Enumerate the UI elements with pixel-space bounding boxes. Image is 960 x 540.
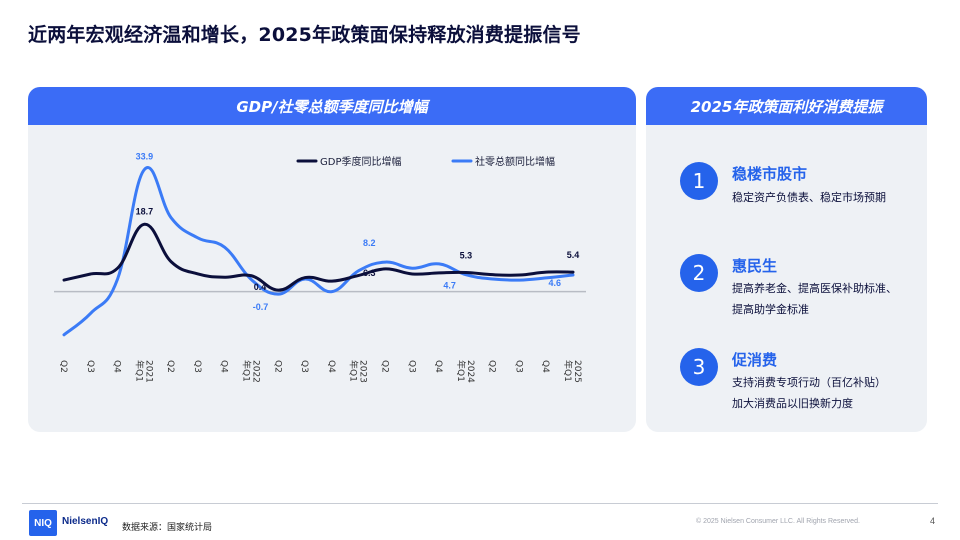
x-tick-label: Q4: [219, 360, 229, 373]
x-tick-text: 2025: [572, 360, 582, 383]
brand-name: NielsenIQ: [62, 516, 109, 527]
x-tick-text: Q4: [540, 360, 550, 373]
x-tick-text: Q3: [192, 360, 202, 373]
x-tick-text: 年Q1: [455, 360, 467, 382]
x-tick-label: Q3: [85, 360, 95, 373]
legend-retail-label: 社零总额同比增幅: [475, 155, 555, 168]
policy-item-title: 惠民生: [732, 257, 778, 275]
data-label: 18.7: [136, 206, 154, 216]
data-label: 8.2: [363, 238, 376, 248]
x-tick-label: Q3: [513, 360, 523, 373]
data-source: 数据来源：国家统计局: [122, 523, 213, 533]
retail-series-line: [62, 166, 575, 337]
policy-panel-header: 2025年政策面利好消费提振: [646, 87, 927, 125]
x-tick-label: Q3: [299, 360, 309, 373]
number-badge: 1: [680, 162, 718, 200]
x-tick-label: Q2: [379, 360, 389, 373]
x-tick-text: Q3: [85, 360, 95, 373]
chart-panel-header: GDP/社零总额季度同比增幅: [28, 87, 636, 125]
x-tick-label: Q2: [165, 360, 175, 373]
policy-item-desc-line: 加大消费品以旧换新力度: [732, 397, 853, 410]
data-label: -0.7: [253, 302, 269, 312]
chart-panel: GDP/社零总额季度同比增幅 33.9 18.7 0.4 -0.7 8.2 6.3 5.3 4…: [28, 87, 636, 432]
legend-gdp-label: GDP季度同比增幅: [320, 155, 401, 168]
x-tick-label: Q4: [433, 360, 443, 373]
x-tick-text: Q4: [112, 360, 122, 373]
x-tick-text: Q4: [326, 360, 336, 373]
x-tick-text: 年Q1: [562, 360, 574, 382]
policy-item-title: 促消费: [732, 351, 778, 369]
data-label: 5.3: [460, 251, 473, 261]
data-label: 0.4: [254, 282, 267, 292]
policy-item-title: 稳楼市股市: [732, 165, 808, 183]
x-tick-text: 2022: [251, 360, 261, 383]
niq-logo-icon: NIQ: [29, 510, 57, 536]
policy-item-desc-line: 稳定资产负债表、稳定市场预期: [732, 191, 886, 204]
x-tick-label: Q3: [406, 360, 416, 373]
x-tick-text: 年Q1: [348, 360, 360, 382]
x-tick-text: Q2: [272, 360, 282, 373]
x-tick-text: 2024: [465, 360, 475, 383]
copyright-notice: © 2025 Nielsen Consumer LLC. All Rights …: [696, 518, 860, 525]
page-number: 4: [930, 516, 936, 526]
line-chart: 33.9 18.7 0.4 -0.7 8.2 6.3 5.3 4.7 5.4 4.6 GDP季度同比…: [54, 152, 586, 383]
x-tick-text: Q2: [165, 360, 175, 373]
data-label: 4.7: [443, 281, 456, 291]
data-label: 33.9: [136, 152, 154, 162]
number-badge: 2: [680, 254, 718, 292]
policy-item-desc-line: 提高养老金、提高医保补助标准、: [732, 282, 897, 295]
policy-item-desc-line: 支持消费专项行动（百亿补贴）: [732, 376, 886, 389]
x-tick-label: Q4: [112, 360, 122, 373]
x-tick-text: Q2: [58, 360, 68, 373]
x-tick-text: Q3: [299, 360, 309, 373]
data-label: 6.3: [363, 268, 376, 278]
x-tick-label: Q4: [540, 360, 550, 373]
x-tick-text: 年Q1: [241, 360, 253, 382]
number-badge: 3: [680, 348, 718, 386]
x-tick-text: 2021: [143, 360, 153, 383]
x-tick-label: Q4: [326, 360, 336, 373]
x-tick-text: Q4: [219, 360, 229, 373]
policy-item-desc-line: 提高助学金标准: [732, 303, 809, 316]
x-tick-text: Q2: [379, 360, 389, 373]
gdp-series-line: [62, 222, 575, 292]
x-tick-label: Q3: [192, 360, 202, 373]
x-tick-text: Q3: [406, 360, 416, 373]
data-label: 4.6: [548, 278, 561, 288]
x-tick-text: Q2: [487, 360, 497, 373]
x-tick-text: Q3: [513, 360, 523, 373]
footer-divider: [22, 503, 938, 504]
policy-panel: 2025年政策面利好消费提振 1 稳楼市股市 稳定资产负债表、稳定市场预期 2 …: [646, 87, 927, 432]
x-tick-text: 年Q1: [133, 360, 145, 382]
x-tick-label: Q2: [58, 360, 68, 373]
page-title: 近两年宏观经济温和增长，2025年政策面保持释放消费提振信号: [28, 24, 581, 46]
x-tick-label: Q2: [272, 360, 282, 373]
x-tick-label: Q2: [487, 360, 497, 373]
x-tick-text: Q4: [433, 360, 443, 373]
x-tick-text: 2023: [358, 360, 368, 383]
data-label: 5.4: [567, 250, 580, 260]
